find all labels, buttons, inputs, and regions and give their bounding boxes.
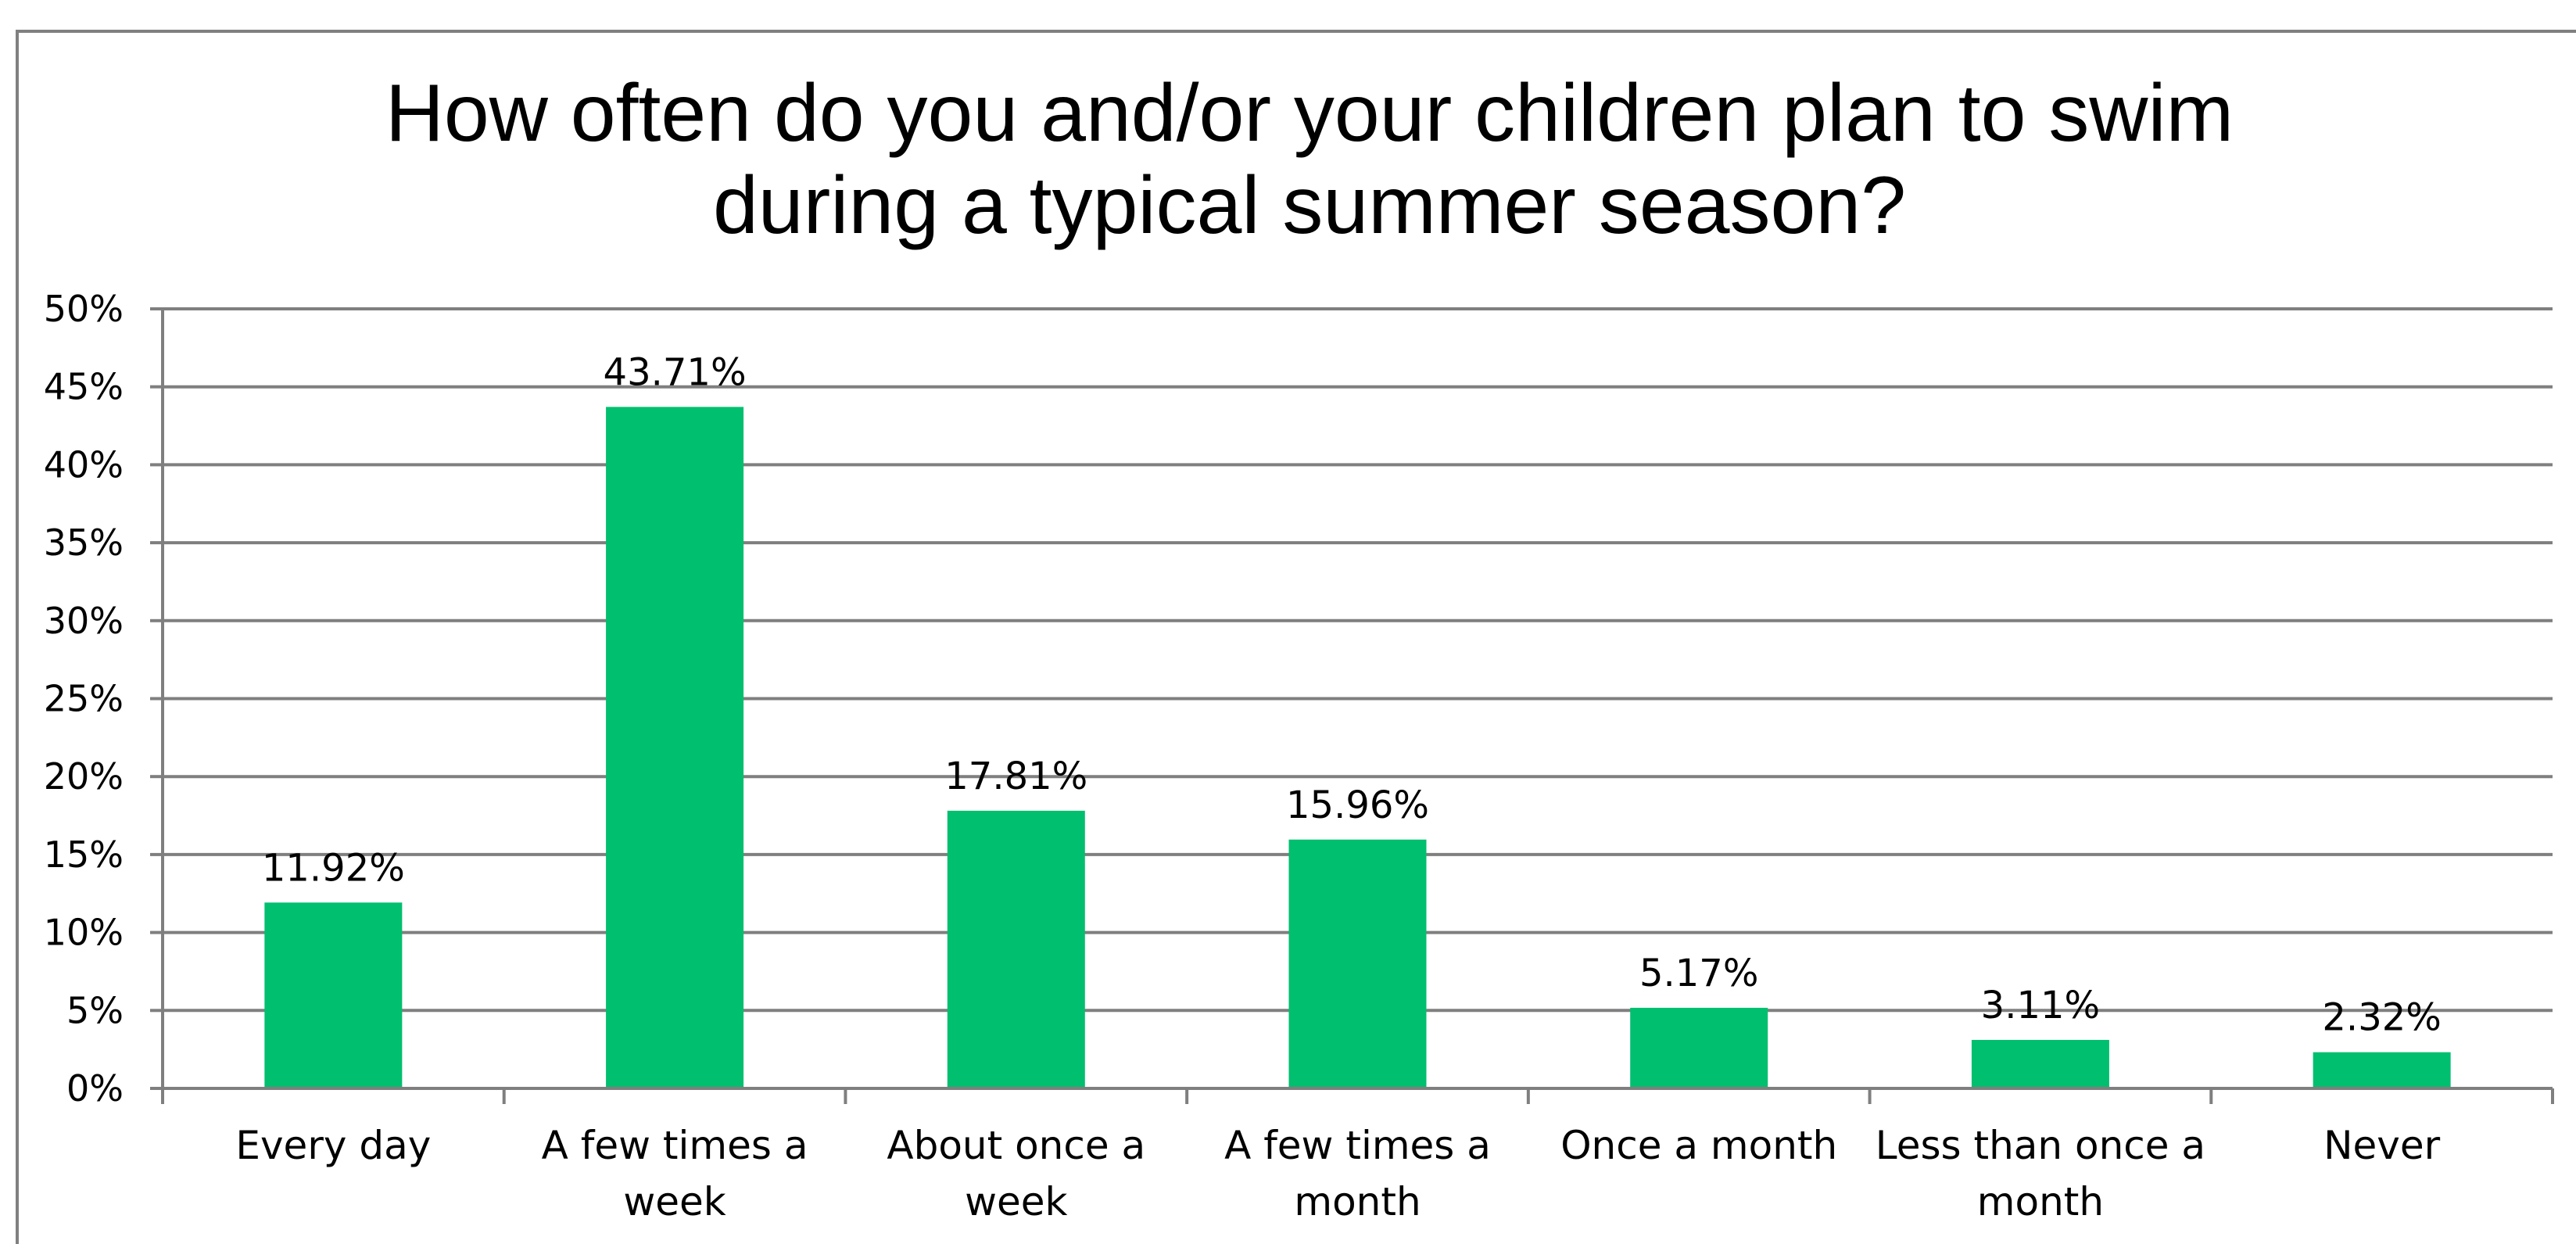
data-label: 17.81% xyxy=(944,755,1087,798)
data-label: 15.96% xyxy=(1286,783,1429,827)
chart-title-line: How often do you and/or your children pl… xyxy=(385,68,2234,159)
x-tick-label: month xyxy=(1294,1179,1421,1224)
y-tick-label: 50% xyxy=(44,288,124,330)
y-tick-label: 40% xyxy=(44,443,124,486)
data-label: 3.11% xyxy=(1981,984,2100,1027)
bar xyxy=(947,810,1085,1088)
bar xyxy=(2313,1052,2451,1088)
bar xyxy=(1630,1007,1768,1088)
y-tick-label: 0% xyxy=(66,1067,124,1110)
x-tick-label: A few times a xyxy=(1224,1123,1491,1168)
y-tick-label: 15% xyxy=(44,834,124,876)
x-axis-category-labels: Every day A few times a week About once a we… xyxy=(235,1123,2440,1224)
data-labels: 11.92% 43.71% 17.81% 15.96% 5.17% 3.11% 2.32% xyxy=(262,350,2442,1039)
y-tick-label: 30% xyxy=(44,600,124,642)
bars xyxy=(264,407,2451,1088)
y-tick-label: 20% xyxy=(44,755,124,798)
y-tick-label: 10% xyxy=(44,912,124,954)
y-tick-label: 25% xyxy=(44,678,124,720)
x-tick-label: week xyxy=(965,1179,1067,1224)
chart-title: How often do you and/or your children pl… xyxy=(385,68,2234,251)
y-tick-label: 35% xyxy=(44,522,124,564)
x-tick-label: month xyxy=(1977,1179,2104,1224)
data-label: 43.71% xyxy=(604,350,747,394)
bar xyxy=(264,902,403,1088)
axes xyxy=(161,309,2554,1104)
data-label: 11.92% xyxy=(262,846,405,890)
data-label: 5.17% xyxy=(1639,952,1758,995)
x-tick-label: Less than once a xyxy=(1876,1123,2205,1168)
bar xyxy=(1971,1039,2109,1088)
bar xyxy=(1288,839,1427,1088)
data-label: 2.32% xyxy=(2322,996,2441,1040)
y-tick-label: 45% xyxy=(44,366,124,408)
y-axis-tick-labels: 0% 5% 10% 15% 20% 25% 30% 35% 40% 45% 50% xyxy=(44,288,163,1110)
y-tick-label: 5% xyxy=(66,989,124,1031)
bar xyxy=(606,407,744,1088)
x-tick-label: About once a xyxy=(887,1123,1145,1168)
x-tick-label: Every day xyxy=(235,1123,431,1168)
x-tick-label: Never xyxy=(2323,1123,2441,1168)
x-tick-label: week xyxy=(623,1179,726,1224)
x-tick-label: A few times a xyxy=(542,1123,808,1168)
chart-title-line: during a typical summer season? xyxy=(713,160,1906,251)
x-tick-label: Once a month xyxy=(1560,1123,1837,1168)
